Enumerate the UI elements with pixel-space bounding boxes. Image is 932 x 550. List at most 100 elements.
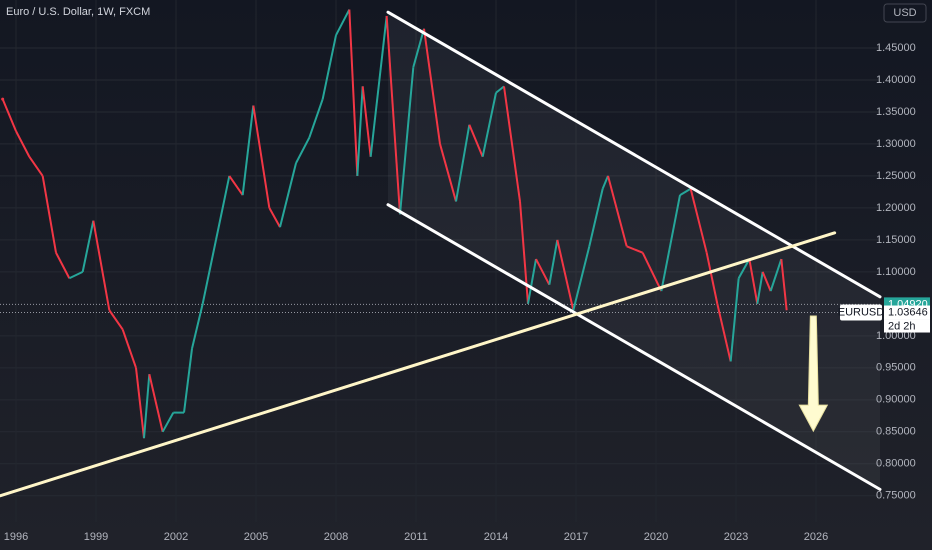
price-segment <box>121 329 137 369</box>
arrow <box>798 315 829 433</box>
price-box <box>884 305 930 320</box>
price-segment <box>15 130 31 158</box>
price-segment <box>161 412 175 433</box>
currency-box[interactable] <box>883 3 927 23</box>
price-segment <box>81 220 95 273</box>
price-label: 1.03646 <box>888 306 928 318</box>
x-tick-label: 1999 <box>84 531 108 543</box>
price-segment <box>295 137 311 164</box>
price-segment <box>268 207 281 228</box>
price-segment <box>601 175 609 190</box>
price-segment <box>308 98 324 138</box>
price-segment <box>689 188 708 253</box>
y-tick-label: 1.40000 <box>876 74 916 86</box>
y-tick-label: 1.10000 <box>876 266 916 278</box>
currency[interactable]: USD <box>893 7 916 19</box>
price-segment <box>716 303 732 362</box>
price-segment <box>143 374 151 439</box>
x-tick-label: 2014 <box>484 531 508 543</box>
price-segment <box>748 258 759 305</box>
price-segment <box>556 239 575 311</box>
price-segment <box>412 28 425 68</box>
y-tick-label: 1.45000 <box>876 42 916 54</box>
price-segment <box>660 194 681 292</box>
x-tick-label: 2011 <box>404 531 428 543</box>
price-segment <box>503 86 521 202</box>
y-tick-label: 1.35000 <box>876 106 916 118</box>
price-segment <box>191 303 204 349</box>
x-tick-label: 2008 <box>324 531 348 543</box>
price-segment <box>495 85 505 94</box>
price-segment <box>769 258 783 292</box>
price-segment <box>399 67 415 215</box>
price-segment <box>423 28 441 145</box>
price-segment <box>705 252 719 305</box>
price-segment <box>729 278 740 362</box>
price-segment <box>641 252 663 292</box>
price-segment <box>780 258 788 311</box>
price-segment <box>607 175 628 247</box>
price-segment <box>321 34 337 100</box>
y-tick-label: 0.75000 <box>876 490 916 502</box>
price-segment <box>761 271 772 292</box>
price-segment <box>279 162 297 228</box>
price-segment <box>572 246 591 311</box>
price-segment <box>183 348 193 413</box>
price-segment <box>135 367 145 439</box>
trend-line <box>0 231 837 498</box>
y-tick-label: 1.30000 <box>876 138 916 150</box>
price-segment <box>535 258 551 286</box>
x-tick-label: 2026 <box>804 531 828 543</box>
y-tick-label: 0.95000 <box>876 362 916 374</box>
price-segment <box>335 9 351 36</box>
x-tick-label: 2017 <box>564 531 588 543</box>
y-tick-label: 1.15000 <box>876 234 916 246</box>
price-segment <box>252 105 271 209</box>
symbol-label: EURUSD <box>838 306 885 318</box>
price-segment <box>756 271 764 305</box>
x-tick-label: 2005 <box>244 531 268 543</box>
price-segment <box>548 239 559 285</box>
price-segment <box>679 187 692 196</box>
price-segment <box>361 86 372 157</box>
plot-area <box>0 0 882 522</box>
price-segment <box>439 143 457 202</box>
price-segment <box>468 124 484 158</box>
price-segment <box>92 220 111 311</box>
price-segment <box>588 188 604 247</box>
y-tick-label: 1.00000 <box>876 330 916 342</box>
y-tick-label: 0.80000 <box>876 458 916 470</box>
price-segment <box>228 175 244 196</box>
price-segment <box>55 252 71 279</box>
x-tick-label: 2023 <box>724 531 748 543</box>
price-segment <box>481 92 497 157</box>
price-segment <box>626 245 644 254</box>
price-segment <box>108 309 124 331</box>
chart-title: Euro / U.S. Dollar, 1W, FXCM <box>6 6 150 18</box>
trend-line <box>386 10 882 299</box>
price-segment <box>737 258 751 279</box>
price-segment <box>68 270 84 280</box>
symbol-box <box>840 304 882 321</box>
price-segment <box>527 258 537 305</box>
trend-line <box>386 203 882 491</box>
price-segment <box>369 15 388 157</box>
price-segment <box>201 239 217 305</box>
price-segment <box>519 201 529 304</box>
x-tick-label: 2002 <box>164 531 188 543</box>
price-segment <box>148 374 164 433</box>
price-segment <box>241 105 255 196</box>
y-tick-label: 0.90000 <box>876 394 916 406</box>
price-segment <box>28 156 44 177</box>
price-segment <box>455 124 471 202</box>
price-segment <box>41 175 57 253</box>
x-tick-label: 1996 <box>4 531 28 543</box>
price-segment <box>1 98 17 132</box>
countdown: 2d 2h <box>888 320 916 332</box>
price-segment <box>215 175 231 241</box>
x-tick-label: 2020 <box>644 531 668 543</box>
price-segment <box>385 15 401 215</box>
price-segment <box>348 9 359 176</box>
